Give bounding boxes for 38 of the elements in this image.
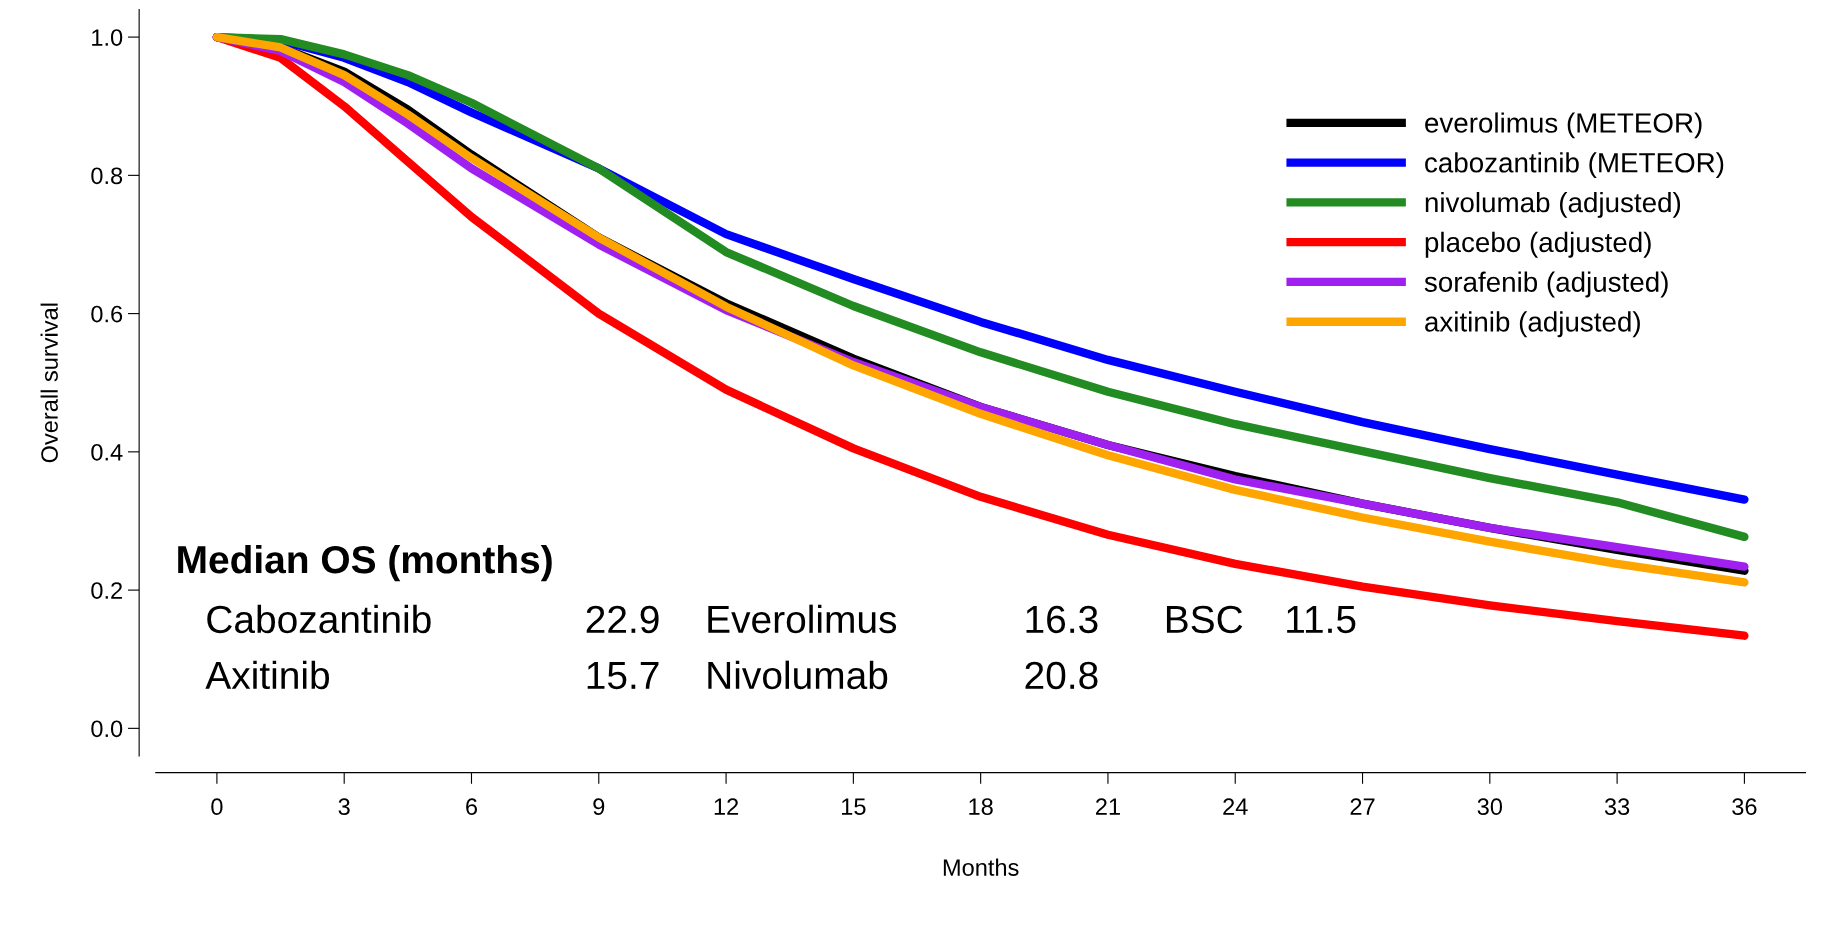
annotation: Cabozantinib <box>207 604 431 634</box>
legend-label: nivolumab (adjusted) <box>1425 191 1681 218</box>
x-axis-title: Months <box>943 858 1019 876</box>
annotation: 22.9 <box>586 605 659 634</box>
annotation: Axitinib <box>205 660 330 690</box>
y-tick-label: 1.0 <box>92 29 123 46</box>
x-tick-label: 36 <box>1732 798 1757 816</box>
y-tick-label: 0.6 <box>91 305 123 323</box>
legend-label: cabozantinib (METEOR) <box>1425 152 1724 179</box>
legend-label: everolimus (METEOR) <box>1425 112 1702 139</box>
legend-label: placebo (adjusted) <box>1425 231 1651 258</box>
y-axis-title: Overall survival <box>40 303 58 463</box>
annotation: BSC <box>1166 605 1243 634</box>
y-tick-label: 0.8 <box>91 167 123 185</box>
y-tick-label: 0.4 <box>91 443 123 461</box>
x-tick-label: 9 <box>593 798 605 816</box>
x-tick-label: 12 <box>714 798 739 815</box>
annotation: 16.3 <box>1026 605 1098 634</box>
x-tick-label: 6 <box>466 798 478 816</box>
y-tick-label: 0.0 <box>91 720 123 738</box>
legend-label: axitinib (adjusted) <box>1425 311 1640 338</box>
x-tick-label: 30 <box>1477 798 1503 816</box>
x-tick-label: 33 <box>1604 798 1630 816</box>
annotation: 15.7 <box>587 662 659 690</box>
legend-label: sorafenib (adjusted) <box>1424 271 1668 298</box>
x-tick-label: 18 <box>969 798 993 816</box>
x-tick-label: 0 <box>211 798 223 816</box>
annotation: Nivolumab <box>708 660 888 690</box>
annotation: 20.8 <box>1025 661 1098 690</box>
annotation: Everolimus <box>708 604 897 634</box>
annotation: 11.5 <box>1287 606 1356 634</box>
x-tick-label: 15 <box>842 798 866 816</box>
annotation: Median OS (months) <box>178 544 552 582</box>
x-tick-label: 21 <box>1096 798 1120 815</box>
x-tick-label: 27 <box>1350 798 1375 815</box>
x-tick-label: 3 <box>338 798 350 816</box>
y-tick-label: 0.2 <box>91 582 122 599</box>
x-tick-label: 24 <box>1223 798 1248 815</box>
